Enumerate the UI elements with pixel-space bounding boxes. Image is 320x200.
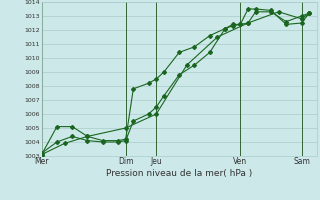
X-axis label: Pression niveau de la mer( hPa ): Pression niveau de la mer( hPa ) [106,169,252,178]
